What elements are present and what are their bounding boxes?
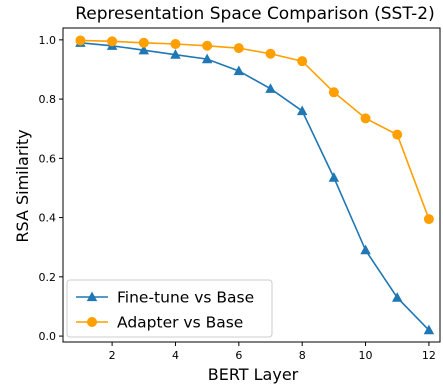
data-point-circle xyxy=(107,36,118,47)
data-point-triangle xyxy=(201,53,213,64)
data-point-triangle xyxy=(138,44,150,55)
y-tick-label: 0.2 xyxy=(39,271,57,284)
y-tick-label: 0.4 xyxy=(39,212,57,225)
axes: 2 4 6 8 10 12 0.0 0.2 0.4 0.6 0.8 1.0 xyxy=(39,27,441,362)
series-2 xyxy=(75,35,434,225)
data-point-circle xyxy=(265,48,276,59)
legend-box xyxy=(66,279,273,338)
data-point-triangle xyxy=(170,49,181,59)
y-axis-title: RSA Similarity xyxy=(13,129,32,242)
data-point-triangle xyxy=(328,172,340,182)
data-point-triangle xyxy=(423,324,435,335)
data-point-circle xyxy=(138,37,149,48)
data-point-triangle xyxy=(296,105,308,116)
legend-marker-circle xyxy=(87,317,97,327)
legend-marker-triangle xyxy=(86,291,98,302)
series-line xyxy=(80,42,430,331)
data-point-circle xyxy=(202,40,213,51)
x-tick-label: 8 xyxy=(299,349,306,362)
legend-item-2: Adapter vs Base xyxy=(76,314,243,332)
legend-label: Adapter vs Base xyxy=(117,314,243,332)
data-point-circle xyxy=(170,38,181,49)
data-point-circle xyxy=(360,113,371,124)
x-tick-label: 12 xyxy=(422,349,436,362)
y-tick-label: 0.6 xyxy=(39,152,57,165)
x-tick-label: 4 xyxy=(172,349,179,362)
x-tick-label: 2 xyxy=(109,349,116,362)
legend: Fine-tune vs Base Adapter vs Base xyxy=(66,279,273,338)
data-point-circle xyxy=(392,129,403,140)
data-point-circle xyxy=(328,87,339,98)
x-tick-label: 6 xyxy=(235,349,242,362)
y-tick-label: 0.8 xyxy=(39,93,57,106)
chart-title: Representation Space Comparison (SST-2) xyxy=(75,4,435,24)
plot-area xyxy=(75,35,435,335)
data-point-triangle xyxy=(233,65,245,76)
data-point-circle xyxy=(297,56,308,67)
data-point-circle xyxy=(75,35,86,46)
data-point-triangle xyxy=(360,244,371,255)
series-line xyxy=(80,39,430,220)
y-tick-label: 0.0 xyxy=(39,330,57,343)
data-point-circle xyxy=(233,43,244,54)
y-tick-label: 1.0 xyxy=(39,34,57,47)
legend-item-1: Fine-tune vs Base xyxy=(76,289,254,307)
x-tick-label: 10 xyxy=(359,349,373,362)
data-point-triangle xyxy=(265,83,276,93)
legend-label: Fine-tune vs Base xyxy=(117,289,254,307)
x-axis-title: BERT Layer xyxy=(208,365,299,384)
plot-frame xyxy=(62,27,441,343)
series-1 xyxy=(75,37,435,335)
data-point-triangle xyxy=(392,292,403,302)
data-point-circle xyxy=(423,214,434,225)
